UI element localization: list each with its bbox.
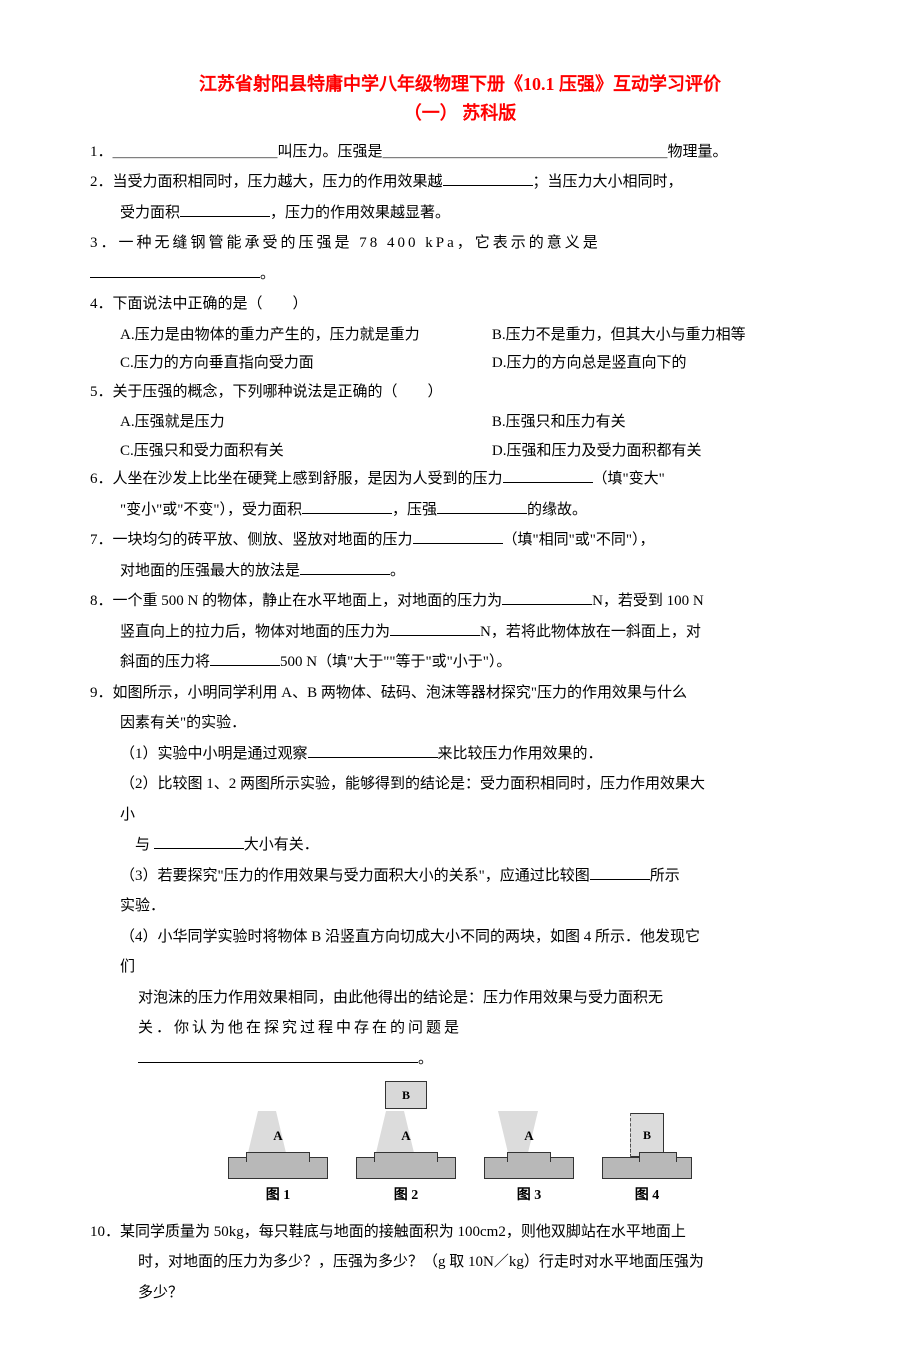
question-9-4e: 。	[90, 1045, 830, 1074]
question-2-cont: 受力面积 ，压力的作用效果越显著。	[90, 199, 830, 228]
figure-2: B A 图 2	[356, 1081, 456, 1210]
blank	[502, 589, 592, 605]
blank	[590, 864, 650, 880]
figure-1-label: 图 1	[266, 1183, 291, 1210]
option-5d: D.压强和压力及受力面积都有关	[492, 437, 830, 466]
question-6-cont: "变小"或"不变"），受力面积 ，压强 的缘故。	[90, 496, 830, 525]
q8-text-e: 斜面的压力将	[120, 654, 210, 670]
question-10: 10．某同学质量为 50kg，每只鞋底与地面的接触面积为 100cm2，则他双脚…	[90, 1218, 830, 1247]
question-3: 3．一种无缝钢管能承受的压强是 78 400 kPa，它表示的意义是	[90, 229, 830, 258]
option-4d: D.压力的方向总是竖直向下的	[492, 349, 830, 378]
q6-text-d: ，压强	[392, 502, 437, 518]
question-9-3c: 实验．	[90, 892, 830, 921]
blank	[138, 1047, 418, 1063]
figure-3: A 图 3	[484, 1111, 574, 1210]
option-4b: B.压力不是重力，但其大小与重力相等	[492, 321, 830, 350]
question-9-2c: 与 大小有关．	[90, 831, 830, 860]
block-a-label: A	[401, 1124, 410, 1149]
blank	[413, 528, 503, 544]
blank	[503, 467, 593, 483]
question-6: 6．人坐在沙发上比坐在硬凳上感到舒服，是因为人受到的压力 （填"变大"	[90, 465, 830, 494]
option-5a: A.压强就是压力	[120, 408, 492, 437]
blank	[180, 201, 270, 217]
question-9-1: （1）实验中小明是通过观察 来比较压力作用效果的．	[90, 740, 830, 769]
option-4c: C.压力的方向垂直指向受力面	[120, 349, 492, 378]
option-5c: C.压强只和受力面积有关	[120, 437, 492, 466]
worksheet-title: 江苏省射阳县特庸中学八年级物理下册《10.1 压强》互动学习评价 （一） 苏科版	[90, 70, 830, 128]
question-7-cont: 对地面的压强最大的放法是 。	[90, 557, 830, 586]
q8-text-a: 8．一个重 500 N 的物体，静止在水平地面上，对地面的压力为	[90, 593, 502, 609]
question-9-4c: 对泡沫的压力作用效果相同，由此他得出的结论是：压力作用效果与受力面积无	[90, 984, 830, 1013]
question-9-cont: 因素有关"的实验．	[90, 709, 830, 738]
blank	[300, 559, 390, 575]
q7-text-d: 。	[390, 563, 405, 579]
q7-text-b: （填"相同"或"不同"），	[503, 532, 655, 548]
option-5b: B.压强只和压力有关	[492, 408, 830, 437]
question-10-cont2: 多少？	[90, 1279, 830, 1308]
question-5-options: A.压强就是压力 B.压强只和压力有关 C.压强只和受力面积有关 D.压强和压力…	[90, 408, 830, 465]
blank	[437, 498, 527, 514]
question-9-4d: 关．你认为他在探究过程中存在的问题是	[90, 1014, 830, 1043]
q8-text-d: N，若将此物体放在一斜面上，对	[480, 624, 701, 640]
option-4a: A.压力是由物体的重力产生的，压力就是重力	[120, 321, 492, 350]
question-4: 4．下面说法中正确的是（ ）	[90, 290, 830, 319]
question-7: 7．一块均匀的砖平放、侧放、竖放对地面的压力 （填"相同"或"不同"），	[90, 526, 830, 555]
question-9-3: （3）若要探究"压力的作用效果与受力面积大小的关系"，应通过比较图 所示	[90, 862, 830, 891]
blank	[154, 833, 244, 849]
question-9-4: （4）小华同学实验时将物体 B 沿竖直方向切成大小不同的两块，如图 4 所示．他…	[90, 923, 830, 952]
blank	[308, 742, 438, 758]
experiment-figures: A 图 1 B A 图 2 A	[90, 1081, 830, 1210]
q9-1-a: （1）实验中小明是通过观察	[120, 746, 308, 762]
question-4-options: A.压力是由物体的重力产生的，压力就是重力 B.压力不是重力，但其大小与重力相等…	[90, 321, 830, 378]
q8-text-c: 竖直向上的拉力后，物体对地面的压力为	[120, 624, 390, 640]
question-8-cont2: 斜面的压力将 500 N（填"大于""等于"或"小于"）。	[90, 648, 830, 677]
question-9-2: （2）比较图 1、2 两图所示实验，能够得到的结论是：受力面积相同时，压力作用效…	[90, 770, 830, 799]
blank	[210, 650, 280, 666]
q6-text-a: 6．人坐在沙发上比坐在硬凳上感到舒服，是因为人受到的压力	[90, 471, 503, 487]
q9-4-e: 。	[418, 1051, 433, 1067]
question-1: 1．＿＿＿＿＿＿＿＿＿＿＿叫压力。压强是＿＿＿＿＿＿＿＿＿＿＿＿＿＿＿＿＿＿＿物…	[90, 138, 830, 167]
q8-text-f: 500 N（填"大于""等于"或"小于"）。	[280, 654, 511, 670]
q7-text-c: 对地面的压强最大的放法是	[120, 563, 300, 579]
block-a-label: A	[273, 1124, 282, 1149]
block-b-half-label: B	[630, 1113, 664, 1157]
q9-2-c: 与	[135, 837, 150, 853]
q3-text-b: 。	[260, 266, 275, 282]
question-3-cont: 。	[90, 260, 830, 289]
figure-4: B 图 4	[602, 1113, 692, 1210]
q9-3-a: （3）若要探究"压力的作用效果与受力面积大小的关系"，应通过比较图	[120, 868, 590, 884]
q9-2-d: 大小有关．	[244, 837, 319, 853]
block-a-label: A	[524, 1124, 533, 1149]
question-10-cont1: 时，对地面的压力为多少？，压强为多少？（g 取 10N／kg）行走时对水平地面压…	[90, 1248, 830, 1277]
q7-text-a: 7．一块均匀的砖平放、侧放、竖放对地面的压力	[90, 532, 413, 548]
q2-text-c: 受力面积	[120, 205, 180, 221]
q2-text-b: ；当压力大小相同时，	[533, 174, 683, 190]
blank	[90, 262, 260, 278]
q9-3-b: 所示	[650, 868, 680, 884]
q2-text-a: 2．当受力面积相同时，压力越大，压力的作用效果越	[90, 174, 443, 190]
title-line-2: （一） 苏科版	[90, 99, 830, 128]
blank	[443, 170, 533, 186]
blank	[390, 620, 480, 636]
q6-text-e: 的缘故。	[527, 502, 587, 518]
question-2: 2．当受力面积相同时，压力越大，压力的作用效果越 ；当压力大小相同时，	[90, 168, 830, 197]
figure-1: A 图 1	[228, 1111, 328, 1210]
question-8: 8．一个重 500 N 的物体，静止在水平地面上，对地面的压力为 N，若受到 10…	[90, 587, 830, 616]
figure-4-label: 图 4	[635, 1183, 660, 1210]
question-5: 5．关于压强的概念，下列哪种说法是正确的（ ）	[90, 378, 830, 407]
blank	[302, 498, 392, 514]
question-8-cont1: 竖直向上的拉力后，物体对地面的压力为 N，若将此物体放在一斜面上，对	[90, 618, 830, 647]
question-9-4b: 们	[90, 953, 830, 982]
question-9-2b: 小	[90, 801, 830, 830]
figure-3-label: 图 3	[517, 1183, 542, 1210]
block-b-label: B	[385, 1081, 427, 1109]
figure-2-label: 图 2	[394, 1183, 419, 1210]
q6-text-c: "变小"或"不变"），受力面积	[120, 502, 302, 518]
q8-text-b: N，若受到 100 N	[592, 593, 704, 609]
q9-1-b: 来比较压力作用效果的．	[438, 746, 603, 762]
question-9: 9．如图所示，小明同学利用 A、B 两物体、砝码、泡沫等器材探究"压力的作用效果…	[90, 679, 830, 708]
q6-text-b: （填"变大"	[593, 471, 665, 487]
q2-text-d: ，压力的作用效果越显著。	[270, 205, 450, 221]
title-line-1: 江苏省射阳县特庸中学八年级物理下册《10.1 压强》互动学习评价	[90, 70, 830, 99]
